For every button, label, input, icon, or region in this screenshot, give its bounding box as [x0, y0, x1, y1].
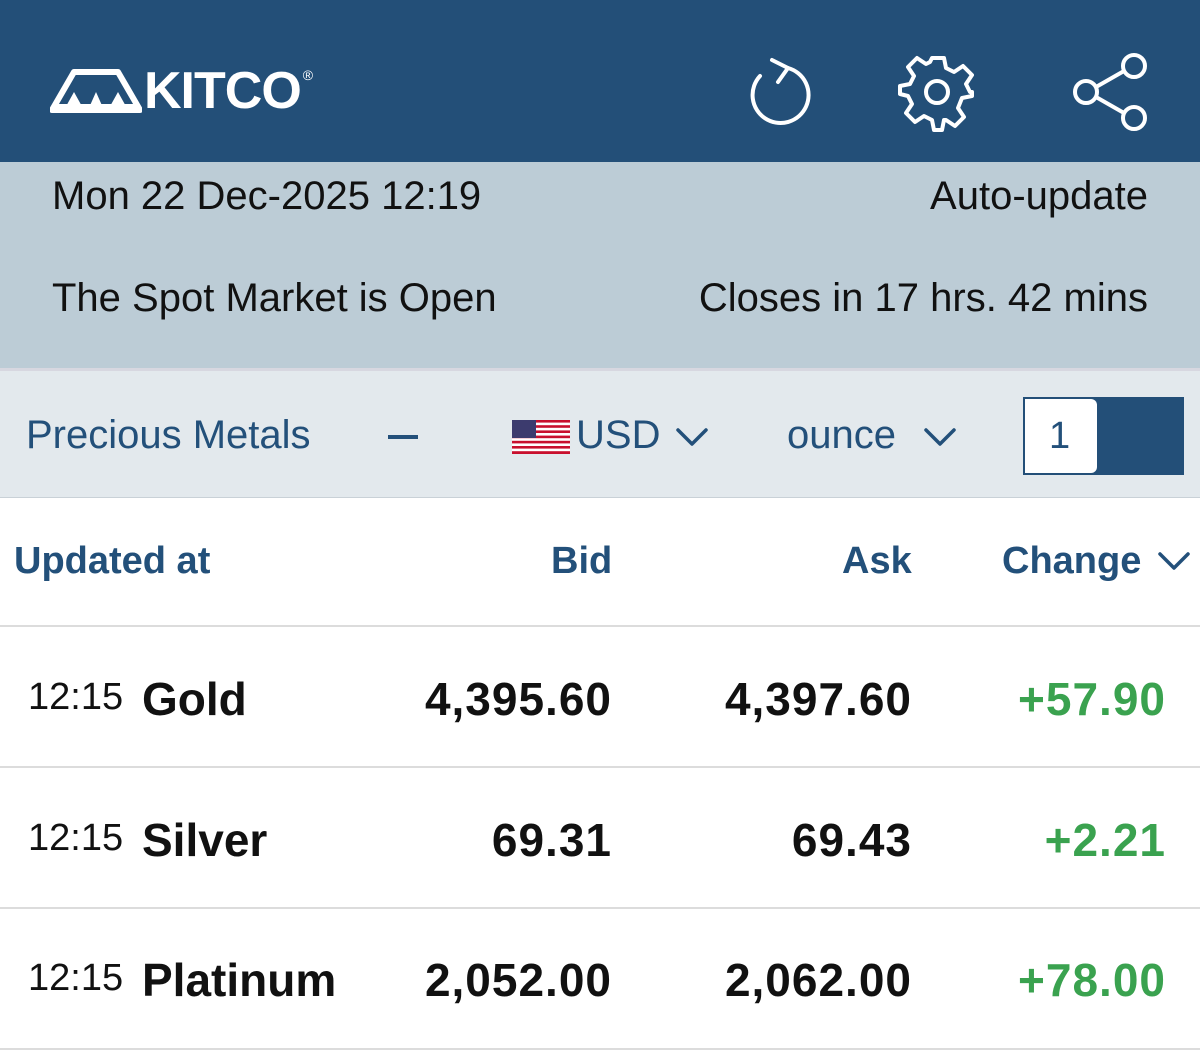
- row-updated-time: 12:15: [28, 957, 124, 999]
- row-updated-time: 12:15: [28, 676, 124, 718]
- column-updated-at[interactable]: Updated at: [14, 540, 211, 582]
- unit-selector[interactable]: ounce: [787, 413, 896, 457]
- collapse-dash-icon[interactable]: [388, 435, 418, 439]
- quantity-value[interactable]: 1: [1025, 399, 1097, 473]
- market-closes-in: Closes in 17 hrs. 42 mins: [698, 276, 1148, 320]
- share-icon[interactable]: [1070, 52, 1150, 132]
- price-change: +57.90: [1018, 673, 1166, 725]
- currency-selector[interactable]: USD: [576, 413, 661, 457]
- logo-text: KITCO: [144, 62, 302, 120]
- divider: [0, 1048, 1200, 1050]
- filter-bar: Precious Metals USD ounce 1: [0, 368, 1200, 498]
- ask-price: 4,397.60: [724, 673, 912, 725]
- metal-name: Platinum: [142, 954, 337, 1006]
- gear-icon[interactable]: [898, 52, 978, 132]
- ask-price: 69.43: [791, 814, 912, 866]
- registered-mark: ®: [302, 67, 314, 83]
- price-change: +2.21: [1044, 814, 1166, 866]
- quantity-input[interactable]: 1: [1023, 397, 1184, 475]
- bid-price: 4,395.60: [424, 673, 612, 725]
- kitco-logo-mark: [50, 69, 142, 113]
- bid-price: 69.31: [491, 814, 612, 866]
- divider: [0, 625, 1200, 627]
- category-selector[interactable]: Precious Metals: [26, 413, 311, 457]
- metal-name: Gold: [142, 673, 247, 725]
- column-ask[interactable]: Ask: [842, 540, 912, 582]
- current-datetime: Mon 22 Dec-2025 12:19: [52, 174, 482, 218]
- auto-update-toggle[interactable]: Auto-update: [930, 174, 1148, 218]
- divider: [0, 766, 1200, 768]
- price-change: +78.00: [1018, 954, 1166, 1006]
- chevron-down-icon[interactable]: [1158, 551, 1190, 571]
- us-flag-icon: [512, 420, 570, 454]
- metal-name: Silver: [142, 814, 268, 866]
- app-header: KITCO ®: [0, 0, 1200, 162]
- chevron-down-icon[interactable]: [676, 427, 708, 447]
- ask-price: 2,062.00: [724, 954, 912, 1006]
- row-updated-time: 12:15: [28, 817, 124, 859]
- bid-price: 2,052.00: [424, 954, 612, 1006]
- chevron-down-icon[interactable]: [924, 427, 956, 447]
- divider: [0, 907, 1200, 909]
- refresh-icon[interactable]: [738, 52, 818, 132]
- market-status-text: The Spot Market is Open: [52, 276, 497, 320]
- column-change[interactable]: Change: [1002, 540, 1142, 582]
- kitco-logo: KITCO ®: [50, 64, 313, 118]
- column-bid[interactable]: Bid: [551, 540, 613, 582]
- market-status-panel: Mon 22 Dec-2025 12:19 Auto-update The Sp…: [0, 162, 1200, 368]
